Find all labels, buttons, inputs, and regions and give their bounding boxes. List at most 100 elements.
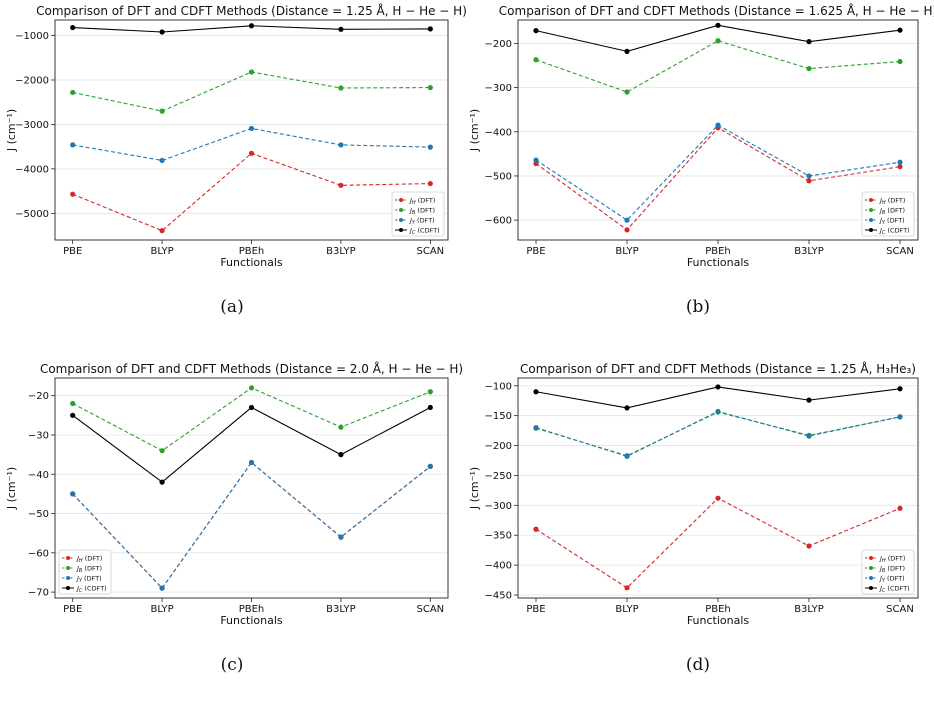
data-point bbox=[338, 142, 344, 148]
data-point bbox=[624, 227, 630, 233]
x-tick-label: PBEh bbox=[705, 604, 731, 615]
legend-marker bbox=[869, 198, 873, 202]
data-point bbox=[715, 384, 721, 390]
legend-marker bbox=[399, 218, 403, 222]
x-tick-label: PBE bbox=[526, 246, 545, 257]
legend-marker bbox=[869, 586, 873, 590]
data-point bbox=[715, 122, 721, 128]
y-tick-label: −400 bbox=[485, 561, 512, 572]
chart-panel-a: Comparison of DFT and CDFT Methods (Dist… bbox=[5, 3, 467, 269]
legend-marker bbox=[66, 556, 70, 560]
y-tick-label: −50 bbox=[28, 509, 49, 520]
x-tick-label: SCAN bbox=[886, 604, 914, 615]
series-line-2 bbox=[535, 124, 901, 221]
legend-label: JB (DFT) bbox=[408, 206, 435, 216]
x-tick-label: PBE bbox=[63, 604, 82, 615]
data-point bbox=[715, 408, 721, 415]
x-tick-label: BLYP bbox=[150, 246, 173, 257]
data-point bbox=[624, 453, 630, 459]
x-tick-label: B3LYP bbox=[794, 246, 824, 257]
data-point bbox=[248, 385, 255, 391]
data-point bbox=[338, 534, 344, 540]
series-line-0 bbox=[72, 461, 431, 590]
data-point bbox=[533, 28, 539, 34]
data-point bbox=[159, 448, 165, 454]
data-point bbox=[338, 424, 344, 430]
data-point bbox=[70, 491, 76, 497]
legend-marker bbox=[399, 208, 403, 212]
x-tick-label: BLYP bbox=[615, 604, 638, 615]
data-point bbox=[159, 585, 165, 591]
y-axis-label: J (cm⁻¹) bbox=[5, 109, 18, 152]
x-tick-label: SCAN bbox=[416, 246, 444, 257]
y-tick-label: −450 bbox=[485, 591, 512, 602]
y-tick-label: −600 bbox=[485, 216, 512, 227]
x-axis-label: Functionals bbox=[687, 614, 750, 627]
legend-label: JY (DFT) bbox=[878, 216, 905, 226]
chart-title: Comparison of DFT and CDFT Methods (Dist… bbox=[40, 361, 463, 376]
legend-label: JB (DFT) bbox=[878, 206, 905, 216]
y-tick-label: −1000 bbox=[15, 31, 49, 42]
chart-panel-c: Comparison of DFT and CDFT Methods (Dist… bbox=[5, 361, 463, 627]
plot-frame bbox=[54, 377, 449, 599]
data-point bbox=[427, 463, 433, 469]
legend-label: JY (DFT) bbox=[878, 574, 905, 584]
legend-marker bbox=[869, 556, 873, 560]
legend-label: JY (DFT) bbox=[75, 574, 102, 584]
data-point bbox=[715, 22, 721, 28]
y-tick-label: −100 bbox=[485, 381, 512, 392]
x-tick-label: B3LYP bbox=[326, 246, 356, 257]
x-tick-label: PBE bbox=[63, 246, 82, 257]
legend-marker bbox=[66, 586, 70, 590]
legend: JH (DFT)JB (DFT)JY (DFT)JC (CDFT) bbox=[861, 549, 915, 595]
legend-box bbox=[861, 549, 915, 595]
legend-label: JC (CDFT) bbox=[878, 584, 910, 594]
y-tick-label: −3000 bbox=[15, 120, 49, 131]
data-point bbox=[159, 157, 165, 164]
series-line-0 bbox=[535, 497, 901, 589]
data-point bbox=[533, 389, 539, 395]
y-tick-label: −400 bbox=[485, 127, 512, 138]
legend-marker bbox=[869, 208, 873, 212]
data-point bbox=[715, 495, 721, 501]
legend: JH (DFT)JB (DFT)JY (DFT)JC (CDFT) bbox=[58, 549, 112, 595]
legend-label: JC (CDFT) bbox=[878, 226, 910, 236]
legend-marker bbox=[869, 576, 873, 580]
data-point bbox=[806, 39, 812, 45]
data-point bbox=[533, 425, 539, 431]
series-line-0 bbox=[72, 152, 431, 232]
data-point bbox=[897, 386, 903, 392]
data-point bbox=[806, 178, 812, 184]
data-point bbox=[159, 479, 165, 485]
data-point bbox=[338, 26, 344, 32]
x-tick-label: B3LYP bbox=[794, 604, 824, 615]
data-point bbox=[533, 157, 539, 163]
y-tick-label: −300 bbox=[485, 501, 512, 512]
x-tick-label: SCAN bbox=[886, 246, 914, 257]
data-point bbox=[427, 84, 433, 91]
data-point bbox=[427, 404, 433, 411]
data-point bbox=[897, 164, 903, 170]
data-point bbox=[715, 38, 721, 44]
y-tick-label: −250 bbox=[485, 471, 512, 482]
data-point bbox=[624, 89, 630, 95]
series-line-0 bbox=[535, 127, 901, 231]
x-tick-label: PBEh bbox=[239, 246, 265, 257]
y-tick-label: −30 bbox=[28, 430, 49, 441]
data-point bbox=[70, 24, 76, 31]
legend-box bbox=[861, 191, 915, 237]
legend-label: JC (CDFT) bbox=[75, 584, 107, 594]
x-tick-label: BLYP bbox=[615, 246, 638, 257]
subfigure-caption: (b) bbox=[686, 297, 710, 317]
data-point bbox=[159, 108, 165, 114]
legend-marker bbox=[399, 228, 403, 232]
x-tick-label: BLYP bbox=[150, 604, 173, 615]
legend-marker bbox=[869, 218, 873, 222]
y-tick-label: −2000 bbox=[15, 76, 49, 87]
data-point bbox=[70, 400, 76, 407]
y-tick-label: −20 bbox=[28, 391, 49, 402]
chart-panel-b: Comparison of DFT and CDFT Methods (Dist… bbox=[468, 3, 934, 269]
series-line-2 bbox=[72, 461, 431, 590]
data-point bbox=[70, 89, 76, 96]
data-point bbox=[897, 27, 903, 33]
